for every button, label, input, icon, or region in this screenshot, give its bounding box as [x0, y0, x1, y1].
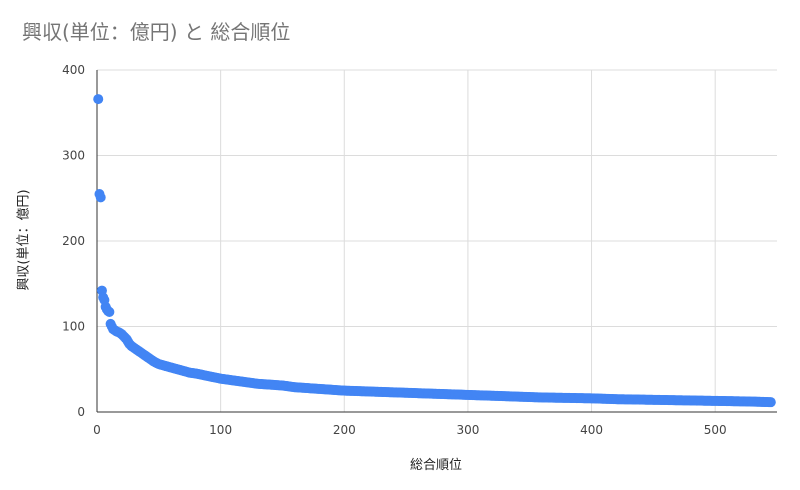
y-tick-label: 0: [77, 405, 85, 419]
x-axis-title: 総合順位: [409, 458, 463, 473]
y-tick-label: 400: [62, 63, 85, 77]
gridlines: [97, 69, 777, 413]
chart-title: 興収(単位：億円) と 総合順位: [22, 20, 291, 44]
x-tick-label: 400: [580, 423, 603, 437]
tick-labels: 0 100 200 300 400 0 100 200 300 400 500: [62, 63, 727, 437]
y-tick-label: 200: [62, 234, 85, 248]
x-tick-label: 300: [456, 423, 479, 437]
x-tick-label: 200: [333, 423, 356, 437]
y-tick-label: 100: [62, 320, 85, 334]
axes: [96, 70, 777, 413]
x-tick-label: 500: [704, 423, 727, 437]
x-tick-label: 0: [93, 423, 101, 437]
data-point: [93, 94, 104, 105]
data-point: [765, 397, 776, 408]
data-points: [93, 94, 776, 408]
x-tick-label: 100: [209, 423, 232, 437]
data-point: [95, 192, 106, 203]
data-point: [104, 306, 115, 317]
y-tick-label: 300: [62, 149, 85, 163]
